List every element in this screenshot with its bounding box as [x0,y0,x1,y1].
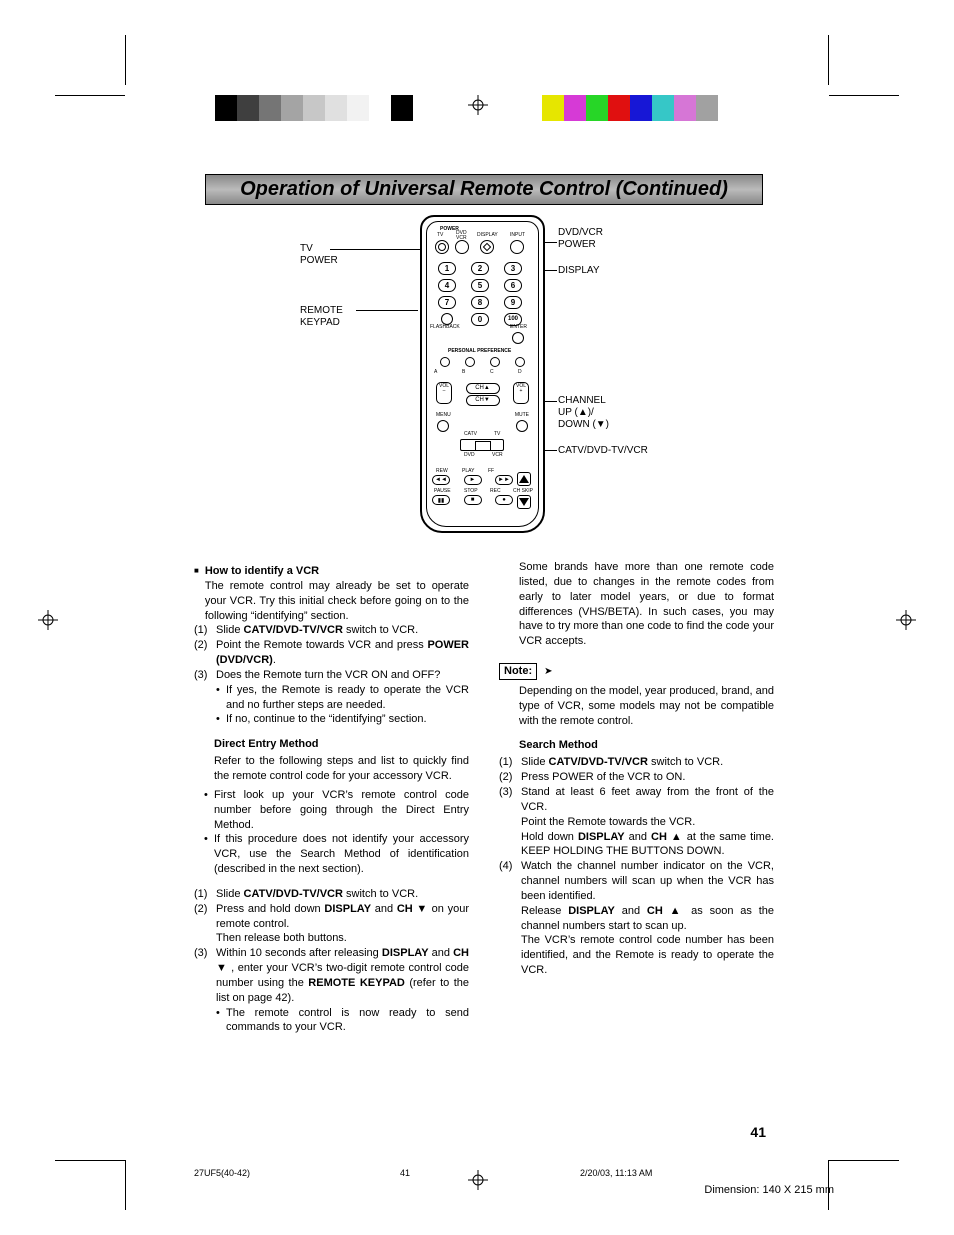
remote-diagram: TVPOWER REMOTEKEYPAD DVD/VCRPOWER DISPLA… [300,215,680,545]
color-bar [520,95,718,121]
footer-left: 27UF5(40-42) [194,1168,250,1178]
callout-tv-power: TVPOWER [300,243,370,267]
crop-mark [829,95,899,96]
crop-mark [829,1160,899,1161]
left-column: How to identify a VCR The remote control… [194,560,469,1035]
crop-mark [125,1160,126,1210]
footer-right: 2/20/03, 11:13 AM [580,1168,652,1178]
crop-mark [125,35,126,85]
how-to-body: The remote control may already be set to… [205,580,469,622]
page-title-text: Operation of Universal Remote Control (C… [240,178,728,200]
callout-dvdvcr-power: DVD/VCRPOWER [558,227,603,251]
page-number: 41 [750,1124,766,1140]
note-arrow-icon [544,664,552,679]
crop-mark [828,35,829,85]
note-label: Note: [499,663,537,680]
callout-switch: CATV/DVD-TV/VCR [558,445,648,457]
direct-entry-heading: Direct Entry Method [214,737,469,752]
right-column: Some brands have more than one remote co… [499,560,774,1035]
registration-mark-icon [468,1170,488,1190]
footer-center: 41 [400,1168,410,1178]
search-method-heading: Search Method [519,738,774,753]
registration-mark-icon [38,610,58,630]
remote-illustration: POWER TV DVDVCR DISPLAY INPUT 123 456 78… [420,215,545,533]
crop-mark [55,95,125,96]
leader-line [356,310,418,311]
color-bar [215,95,413,121]
registration-mark-icon [468,95,488,115]
callout-channel: CHANNELUP (▲)/DOWN (▼) [558,395,609,431]
page-title: Operation of Universal Remote Control (C… [205,174,763,205]
footer-dimension: Dimension: 140 X 215 mm [704,1184,834,1196]
callout-display: DISPLAY [558,265,600,277]
callout-remote-keypad: REMOTEKEYPAD [300,305,370,329]
leader-line [330,249,426,250]
registration-mark-icon [896,610,916,630]
crop-mark [55,1160,125,1161]
how-to-heading: How to identify a VCR [205,565,319,577]
